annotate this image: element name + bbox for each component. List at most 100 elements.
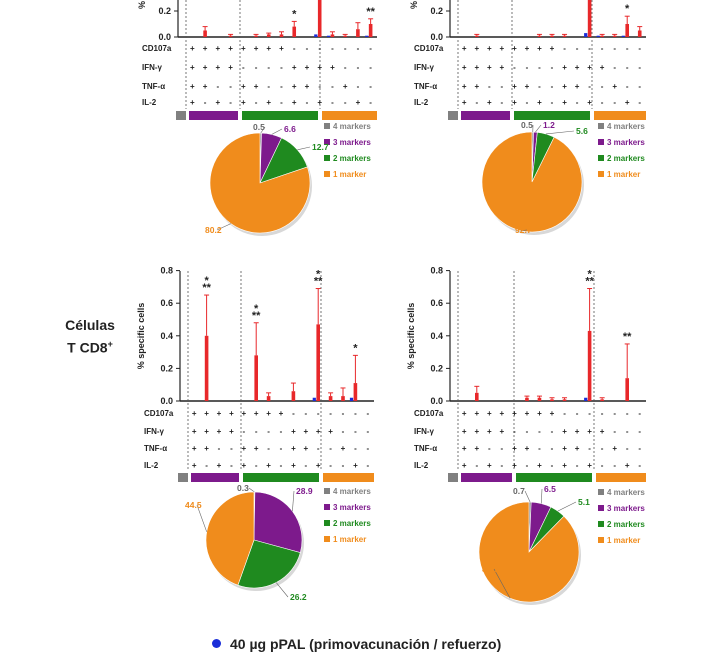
marker-row-label: IFN-γ: [414, 63, 435, 72]
group-color-band: [322, 111, 377, 120]
y-axis-label: % specific cells: [406, 303, 416, 370]
marker-sign: +: [525, 444, 530, 453]
marker-sign: -: [638, 44, 641, 53]
legend-swatch: [598, 489, 604, 495]
marker-sign: +: [190, 44, 195, 53]
legend-swatch: [324, 488, 330, 494]
marker-sign: -: [366, 461, 369, 470]
marker-sign: +: [612, 82, 617, 91]
pie-leader-line: [196, 504, 207, 532]
red-bar: [228, 35, 233, 37]
y-tick-label: 0.8: [430, 266, 443, 276]
red-bar: [475, 35, 479, 37]
marker-sign: +: [625, 461, 630, 470]
y-tick-label: 0.0: [160, 396, 173, 406]
row-label-line1: Células: [65, 317, 115, 333]
marker-sign: +: [462, 427, 467, 436]
pie-value-label: 0.5: [253, 122, 265, 132]
group-color-band: [516, 473, 592, 482]
marker-sign: -: [626, 44, 629, 53]
red-bar: [612, 35, 617, 37]
marker-sign: -: [626, 63, 629, 72]
red-bar: [625, 24, 629, 37]
group-color-band: [448, 111, 458, 120]
legend-label: 2 markers: [607, 154, 645, 163]
marker-sign: +: [215, 44, 220, 53]
legend-swatch: [324, 171, 330, 177]
marker-sign: +: [305, 63, 310, 72]
marker-sign: -: [551, 427, 554, 436]
marker-sign: +: [487, 44, 492, 53]
blue-bar: [584, 33, 588, 37]
marker-row-label: CD107a: [414, 409, 444, 418]
pie-slice: [253, 491, 303, 553]
marker-sign: +: [192, 427, 197, 436]
blue-bar: [314, 34, 318, 37]
marker-sign: +: [487, 409, 492, 418]
legend-swatch: [598, 155, 604, 161]
y-tick-label: 0.2: [430, 6, 443, 16]
marker-sign: -: [216, 82, 219, 91]
marker-sign: +: [343, 82, 348, 91]
blue-bar: [596, 35, 600, 37]
marker-sign: -: [576, 98, 579, 107]
marker-row-label: TNF-α: [144, 444, 167, 453]
marker-sign: -: [538, 82, 541, 91]
marker-sign: +: [462, 444, 467, 453]
marker-sign: -: [526, 461, 529, 470]
legend-label: 2 markers: [333, 519, 371, 528]
marker-sign: +: [575, 427, 580, 436]
marker-sign: +: [291, 461, 296, 470]
marker-sign: +: [587, 427, 592, 436]
marker-sign: +: [190, 82, 195, 91]
marker-sign: -: [204, 98, 207, 107]
marker-sign: +: [575, 444, 580, 453]
marker-sign: -: [613, 461, 616, 470]
marker-sign: -: [613, 63, 616, 72]
legend-label: 4 markers: [607, 488, 645, 497]
marker-sign: -: [331, 44, 334, 53]
legend-label: 1 marker: [607, 170, 640, 179]
y-tick-label: 0.4: [430, 331, 443, 341]
marker-sign: +: [254, 444, 259, 453]
marker-sign: -: [331, 82, 334, 91]
marker-sign: -: [280, 444, 283, 453]
marker-sign: -: [475, 98, 478, 107]
significance-star: *: [292, 8, 297, 20]
red-bar: [368, 24, 373, 37]
marker-sign: -: [369, 98, 372, 107]
pie-value-label: 26.2: [290, 592, 307, 602]
pie-leader-line: [260, 126, 266, 134]
marker-sign: +: [500, 409, 505, 418]
pie-value-label: 92.7: [515, 225, 532, 235]
legend-label: 3 markers: [607, 504, 645, 513]
marker-sign: -: [255, 427, 258, 436]
marker-sign: +: [241, 98, 246, 107]
legend-label: 2 markers: [607, 520, 645, 529]
red-bar: [254, 35, 258, 37]
marker-sign: -: [538, 427, 541, 436]
marker-sign: -: [342, 427, 345, 436]
marker-sign: -: [255, 63, 258, 72]
marker-row-label: TNF-α: [142, 82, 165, 91]
pie-value-label: 87.7: [482, 564, 499, 574]
marker-sign: -: [205, 461, 208, 470]
pie-leader-line: [216, 223, 231, 231]
marker-row-label: IL-2: [144, 461, 159, 470]
marker-sign: +: [537, 409, 542, 418]
red-bar: [550, 35, 554, 37]
marker-sign: -: [267, 427, 270, 436]
marker-sign: -: [369, 63, 372, 72]
marker-sign: +: [192, 409, 197, 418]
y-tick-label: 0.6: [160, 298, 173, 308]
significance-star: **: [585, 276, 594, 288]
marker-sign: -: [280, 82, 283, 91]
marker-sign: -: [501, 98, 504, 107]
marker-sign: +: [241, 82, 246, 91]
pie-value-label: 0.7: [513, 486, 525, 496]
pie-value-label: 12.7: [312, 142, 329, 152]
pie-leader-line: [535, 124, 542, 133]
group-color-band: [189, 111, 238, 120]
marker-sign: -: [551, 444, 554, 453]
marker-sign: +: [525, 409, 530, 418]
